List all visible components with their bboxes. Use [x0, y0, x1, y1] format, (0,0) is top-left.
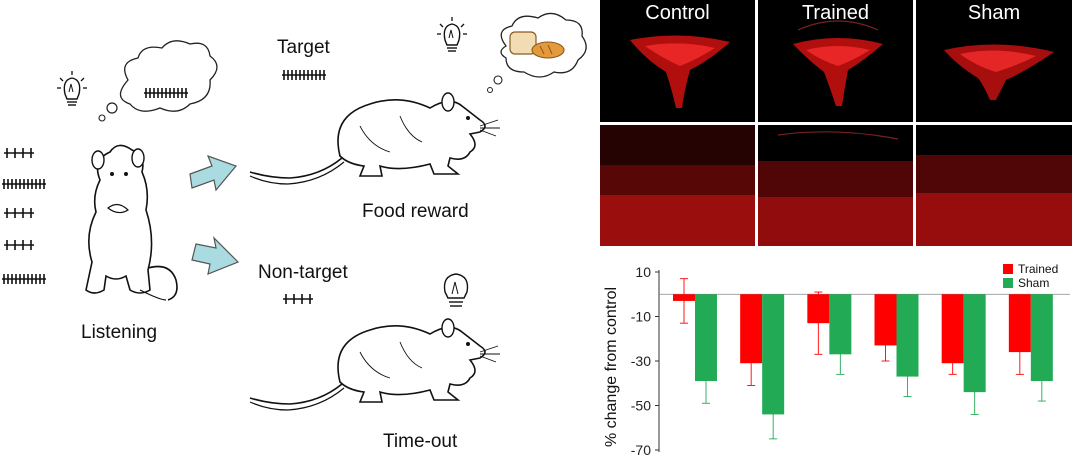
micrograph-control-top: Control	[600, 0, 755, 122]
tone-sequence-2	[1, 178, 47, 190]
micrograph-sham-top: Sham	[916, 0, 1072, 122]
bar-trained	[1008, 294, 1031, 353]
non-target-label: Non-target	[258, 262, 348, 283]
stain-pattern	[630, 35, 730, 108]
bar-sham	[1030, 294, 1053, 382]
bar-trained	[941, 294, 964, 364]
y-tick-label: -10	[631, 309, 651, 325]
stain-pattern	[793, 20, 883, 106]
bar-sham	[829, 294, 852, 355]
target-tone-icon	[281, 69, 327, 81]
column-title-sham: Sham	[967, 2, 1021, 24]
food-reward-label: Food reward	[362, 201, 469, 222]
bar-trained	[874, 294, 897, 346]
y-tick-label: 10	[635, 264, 651, 280]
micrograph-trained-top: Trained	[758, 0, 913, 122]
stain-pattern	[600, 125, 755, 246]
micrograph-control-bottom	[600, 125, 755, 246]
bar-trained	[740, 294, 763, 364]
arrow-to-non-target-icon	[191, 236, 240, 275]
legend-label-trained: Trained	[1018, 262, 1058, 276]
listening-label: Listening	[81, 322, 158, 343]
stain-pattern	[944, 44, 1054, 100]
time-out-rat-illustration	[249, 318, 501, 411]
bar-sham	[762, 294, 785, 415]
tone-sequence-1	[3, 147, 35, 159]
tone-sequence-3	[3, 207, 35, 219]
non-target-tone-icon	[282, 293, 314, 305]
lightbulb-icon	[56, 70, 88, 106]
listening-rat-illustration	[85, 144, 178, 301]
stain-pattern	[916, 155, 1072, 246]
legend-label-sham: Sham	[1018, 276, 1049, 290]
behavior-schematic	[1, 12, 587, 411]
bread-thought-cloud-icon	[487, 12, 587, 93]
bar-sham	[695, 294, 717, 382]
legend-swatch-trained	[1003, 264, 1013, 274]
target-lightbulb-icon	[436, 16, 468, 52]
arrow-to-target-icon	[189, 154, 238, 192]
time-out-lightbulb-icon	[443, 273, 469, 307]
y-tick-label: -50	[631, 398, 651, 414]
thought-cloud-icon	[98, 40, 218, 122]
y-tick-label: -30	[631, 353, 651, 369]
food-reward-rat-illustration	[249, 92, 501, 185]
bar-sham	[963, 294, 986, 393]
y-tick-label: -70	[631, 442, 651, 458]
micrograph-sham-bottom	[916, 125, 1072, 246]
micrograph-trained-bottom	[758, 125, 913, 246]
tone-sequence-4	[3, 239, 35, 251]
stain-pattern	[758, 131, 913, 246]
column-title-control: Control	[645, 2, 710, 24]
target-label: Target	[277, 37, 330, 58]
time-out-label: Time-out	[383, 431, 458, 452]
bar-chart: 10 -10 -30 -50 -70 % change from control Train…	[603, 262, 1070, 458]
legend-swatch-sham	[1003, 278, 1013, 288]
bar-sham	[896, 294, 919, 377]
y-axis-title: % change from control	[603, 287, 620, 447]
column-title-trained: Trained	[801, 2, 870, 24]
tone-sequence-5	[1, 273, 47, 285]
